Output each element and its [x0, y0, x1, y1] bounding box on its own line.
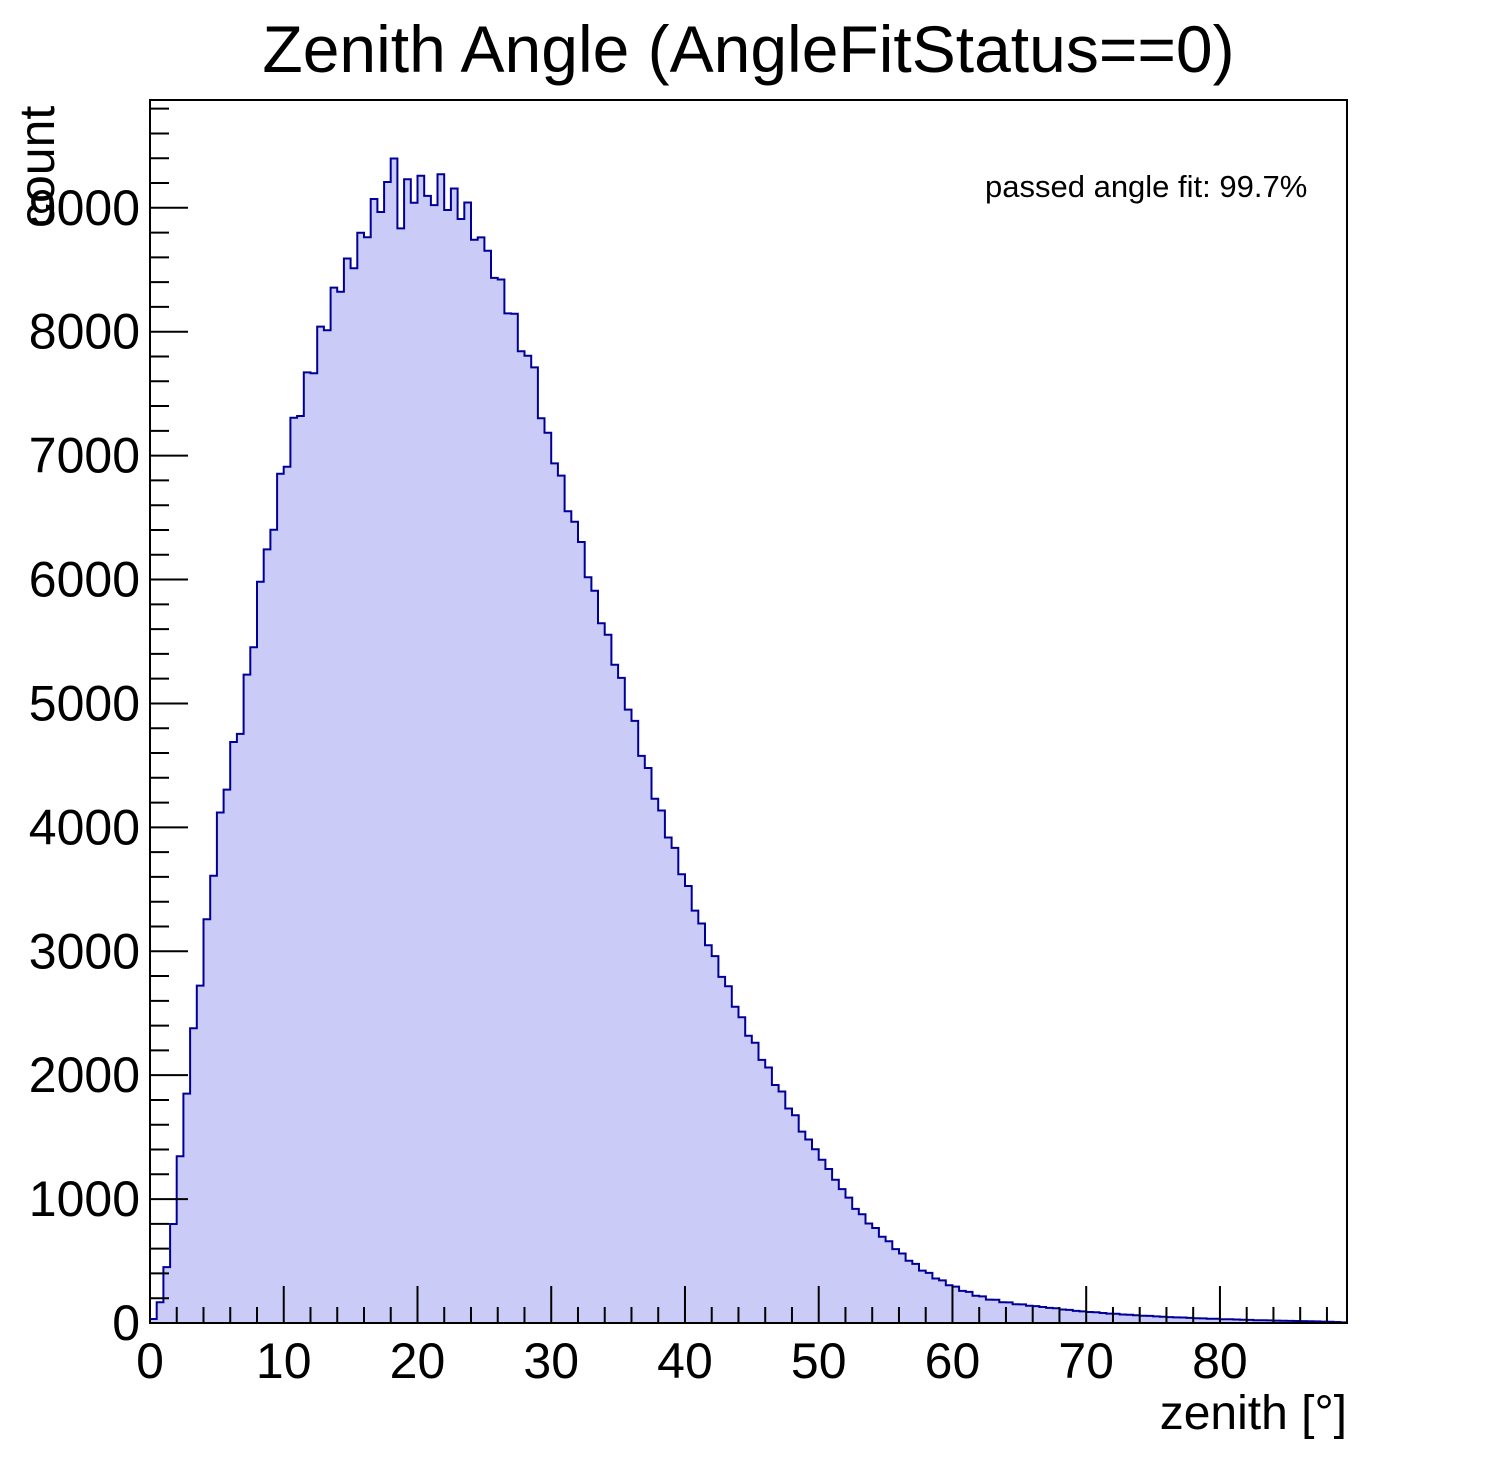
histogram-outline: [149, 157, 1348, 1324]
x-tick-label: 70: [1058, 1333, 1114, 1389]
y-tick-label: 3000: [29, 923, 140, 979]
y-tick-label: 7000: [29, 428, 140, 484]
y-tick-label: 9000: [29, 180, 140, 236]
y-tick-label: 8000: [29, 304, 140, 360]
y-axis-tick-labels: 0 1000 2000 3000 4000 5000 6000 7000 8000 9000: [29, 180, 140, 1351]
x-axis-ticks: [149, 1286, 1328, 1323]
y-axis-ticks: [150, 107, 188, 1324]
y-tick-label: 2000: [29, 1047, 140, 1103]
y-tick-label: 0: [112, 1295, 140, 1351]
histogram-fill-area: [150, 158, 1347, 1323]
y-tick-label: 5000: [29, 675, 140, 731]
x-tick-label: 80: [1192, 1333, 1248, 1389]
x-axis-title: zenith [°]: [1159, 1387, 1347, 1440]
x-tick-label: 20: [390, 1333, 446, 1389]
plot-frame: [149, 99, 1348, 1324]
chart-title: Zenith Angle (AngleFitStatus==0): [262, 12, 1235, 86]
x-tick-label: 30: [523, 1333, 579, 1389]
y-tick-label: 1000: [29, 1171, 140, 1227]
x-tick-label: 60: [925, 1333, 981, 1389]
x-tick-label: 40: [657, 1333, 713, 1389]
annotation-passed-angle-fit: passed angle fit: 99.7%: [985, 169, 1308, 204]
x-tick-label: 0: [136, 1333, 164, 1389]
x-tick-label: 10: [256, 1333, 312, 1389]
y-tick-label: 4000: [29, 799, 140, 855]
x-axis-tick-labels: 0 10 20 30 40 50 60 70 80: [136, 1333, 1248, 1389]
x-tick-label: 50: [791, 1333, 847, 1389]
y-tick-label: 6000: [29, 552, 140, 608]
